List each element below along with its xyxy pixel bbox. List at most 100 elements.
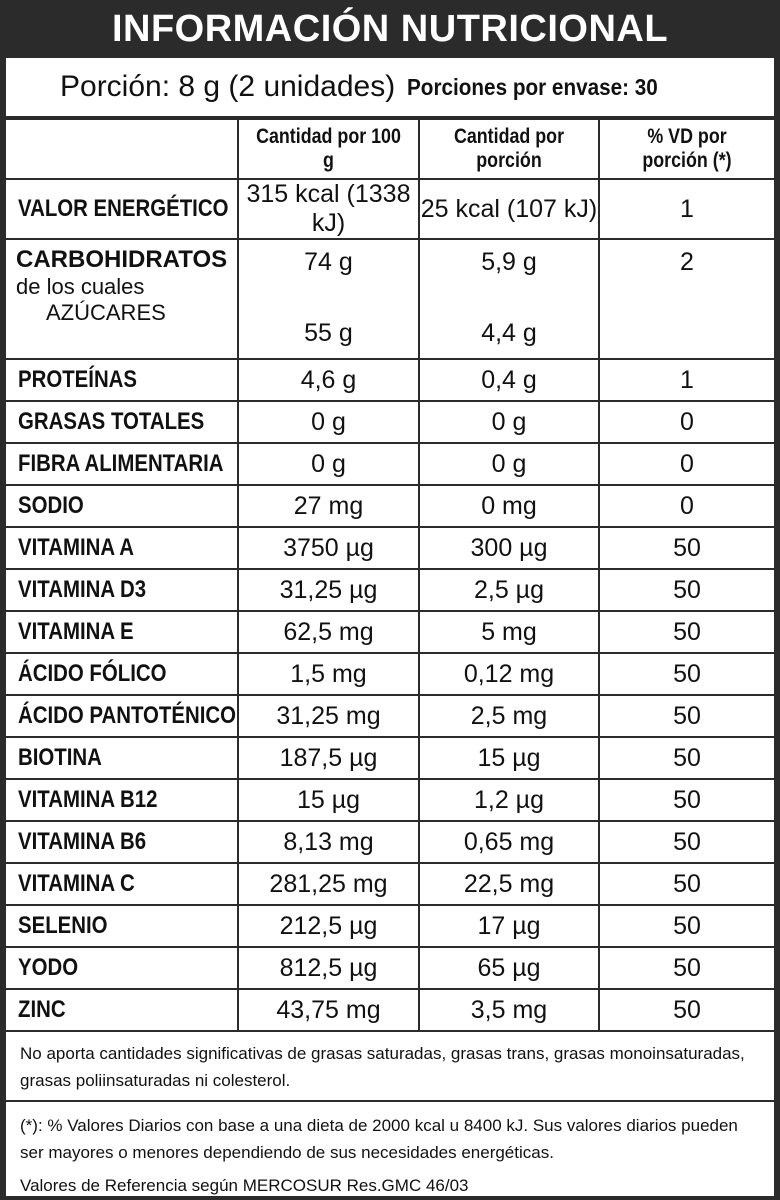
no-significant-note: No aporta cantidades significativas de g… [6, 1032, 774, 1102]
nutrient-name: ÁCIDO FÓLICO [6, 652, 239, 696]
portion-size: Porción: 8 g (2 unidades) [60, 70, 396, 103]
nutrient-name: CARBOHIDRATOS de los cuales AZÚCARES [6, 238, 239, 360]
value-per-portion: 22,5 mg [418, 862, 600, 906]
table-row-energy: VALOR ENERGÉTICO 315 kcal (1338 kJ) 25 k… [6, 178, 774, 240]
value-vd: 50 [598, 946, 774, 990]
carbs-name: CARBOHIDRATOS [16, 246, 228, 273]
value-per-100g: 0 g [237, 400, 420, 444]
table-header-row: Cantidad por 100 g Cantidad por porción … [6, 118, 774, 180]
value-vd: 1 [598, 178, 774, 240]
value-per-100g: 3750 µg [237, 526, 420, 570]
value-per-100g: 281,25 mg [237, 862, 420, 906]
value-vd: 50 [598, 652, 774, 696]
nutrient-name: YODO [6, 946, 239, 990]
value-per-portion: 5 mg [418, 610, 600, 654]
portion-row: Porción: 8 g (2 unidades) Porciones por … [6, 58, 774, 118]
header-per-100g: Cantidad por 100 g [237, 118, 420, 180]
value-vd: 50 [598, 610, 774, 654]
value-per-portion: 17 µg [418, 904, 600, 948]
nutrient-name: ZINC [6, 988, 239, 1032]
reference-note: Valores de Referencia según MERCOSUR Res… [20, 1176, 469, 1195]
sugars-per-100g: 55 g [304, 319, 353, 347]
table-row: ÁCIDO PANTOTÉNICO 31,25 mg 2,5 mg 50 [6, 694, 774, 738]
nutrient-name: VITAMINA E [6, 610, 239, 654]
nutrient-name: VITAMINA C [6, 862, 239, 906]
value-per-100g: 31,25 µg [237, 568, 420, 612]
value-vd: 0 [598, 484, 774, 528]
value-vd: 50 [598, 568, 774, 612]
table-row: VITAMINA C 281,25 mg 22,5 mg 50 [6, 862, 774, 906]
nutrient-name: SELENIO [6, 904, 239, 948]
value-per-100g: 187,5 µg [237, 736, 420, 780]
value-per-portion: 2,5 µg [418, 568, 600, 612]
nutrient-name: VITAMINA B12 [6, 778, 239, 822]
value-per-100g: 15 µg [237, 778, 420, 822]
value-per-portion: 1,2 µg [418, 778, 600, 822]
sugars-name: AZÚCARES [46, 300, 166, 325]
nutrient-name: VITAMINA A [6, 526, 239, 570]
value-per-portion: 300 µg [418, 526, 600, 570]
nutrient-name: PROTEÍNAS [6, 358, 239, 402]
nutrient-name: VITAMINA D3 [6, 568, 239, 612]
header-nutrient [6, 118, 239, 180]
value-vd: 0 [598, 400, 774, 444]
nutrient-name: FIBRA ALIMENTARIA [6, 442, 239, 486]
carbs-vd: 2 [680, 248, 694, 276]
value-vd: 0 [598, 442, 774, 486]
label-header: INFORMACIÓN NUTRICIONAL [0, 0, 780, 58]
value-per-100g: 315 kcal (1338 kJ) [237, 178, 420, 240]
vd-footnote: (*): % Valores Diarios con base a una di… [20, 1116, 738, 1162]
value-per-100g: 62,5 mg [237, 610, 420, 654]
value-per-100g: 4,6 g [237, 358, 420, 402]
value-per-portion: 65 µg [418, 946, 600, 990]
value-per-portion: 3,5 mg [418, 988, 600, 1032]
table-row: ZINC 43,75 mg 3,5 mg 50 [6, 988, 774, 1032]
header-vd: % VD por porción (*) [598, 118, 774, 180]
value-vd: 1 [598, 358, 774, 402]
sugars-per-portion: 4,4 g [481, 319, 537, 347]
table-row: VITAMINA E 62,5 mg 5 mg 50 [6, 610, 774, 654]
nutrient-name: VITAMINA B6 [6, 820, 239, 864]
label-title: INFORMACIÓN NUTRICIONAL [111, 7, 669, 50]
carbs-per-portion: 5,9 g [481, 248, 537, 276]
carbs-sub-label: de los cuales [16, 274, 145, 299]
value-per-100g: 43,75 mg [237, 988, 420, 1032]
header-per-portion: Cantidad por porción [418, 118, 600, 180]
value-per-portion: 0,4 g [418, 358, 600, 402]
table-row: VITAMINA B6 8,13 mg 0,65 mg 50 [6, 820, 774, 864]
table-row: VITAMINA A 3750 µg 300 µg 50 [6, 526, 774, 570]
value-per-100g: 31,25 mg [237, 694, 420, 738]
value-per-portion: 0,65 mg [418, 820, 600, 864]
value-vd: 50 [598, 778, 774, 822]
table-row: YODO 812,5 µg 65 µg 50 [6, 946, 774, 990]
value-per-100g: 812,5 µg [237, 946, 420, 990]
nutrition-panel: Porción: 8 g (2 unidades) Porciones por … [6, 58, 774, 1196]
table-row: BIOTINA 187,5 µg 15 µg 50 [6, 736, 774, 780]
table-row: SELENIO 212,5 µg 17 µg 50 [6, 904, 774, 948]
nutrient-name: VALOR ENERGÉTICO [6, 178, 239, 240]
nutrient-name: SODIO [6, 484, 239, 528]
value-per-portion: 0 g [418, 400, 600, 444]
table-row: ÁCIDO FÓLICO 1,5 mg 0,12 mg 50 [6, 652, 774, 696]
value-vd: 50 [598, 820, 774, 864]
value-per-100g: 1,5 mg [237, 652, 420, 696]
nutrient-name: GRASAS TOTALES [6, 400, 239, 444]
table-row: SODIO 27 mg 0 mg 0 [6, 484, 774, 528]
value-per-portion: 15 µg [418, 736, 600, 780]
value-per-portion: 2,5 mg [418, 694, 600, 738]
value-vd: 50 [598, 694, 774, 738]
value-per-100g: 0 g [237, 442, 420, 486]
value-vd: 50 [598, 526, 774, 570]
table-row-carbohydrates: CARBOHIDRATOS de los cuales AZÚCARES 74 … [6, 238, 774, 360]
nutrition-table: Cantidad por 100 g Cantidad por porción … [6, 118, 774, 1032]
value-per-100g: 8,13 mg [237, 820, 420, 864]
value-per-portion: 0,12 mg [418, 652, 600, 696]
table-row: VITAMINA B12 15 µg 1,2 µg 50 [6, 778, 774, 822]
value-per-portion: 25 kcal (107 kJ) [418, 178, 600, 240]
nutrient-name: BIOTINA [6, 736, 239, 780]
value-vd: 50 [598, 736, 774, 780]
carbs-per-100g: 74 g [304, 248, 353, 276]
portions-per-container: Porciones por envase: 30 [407, 73, 659, 100]
